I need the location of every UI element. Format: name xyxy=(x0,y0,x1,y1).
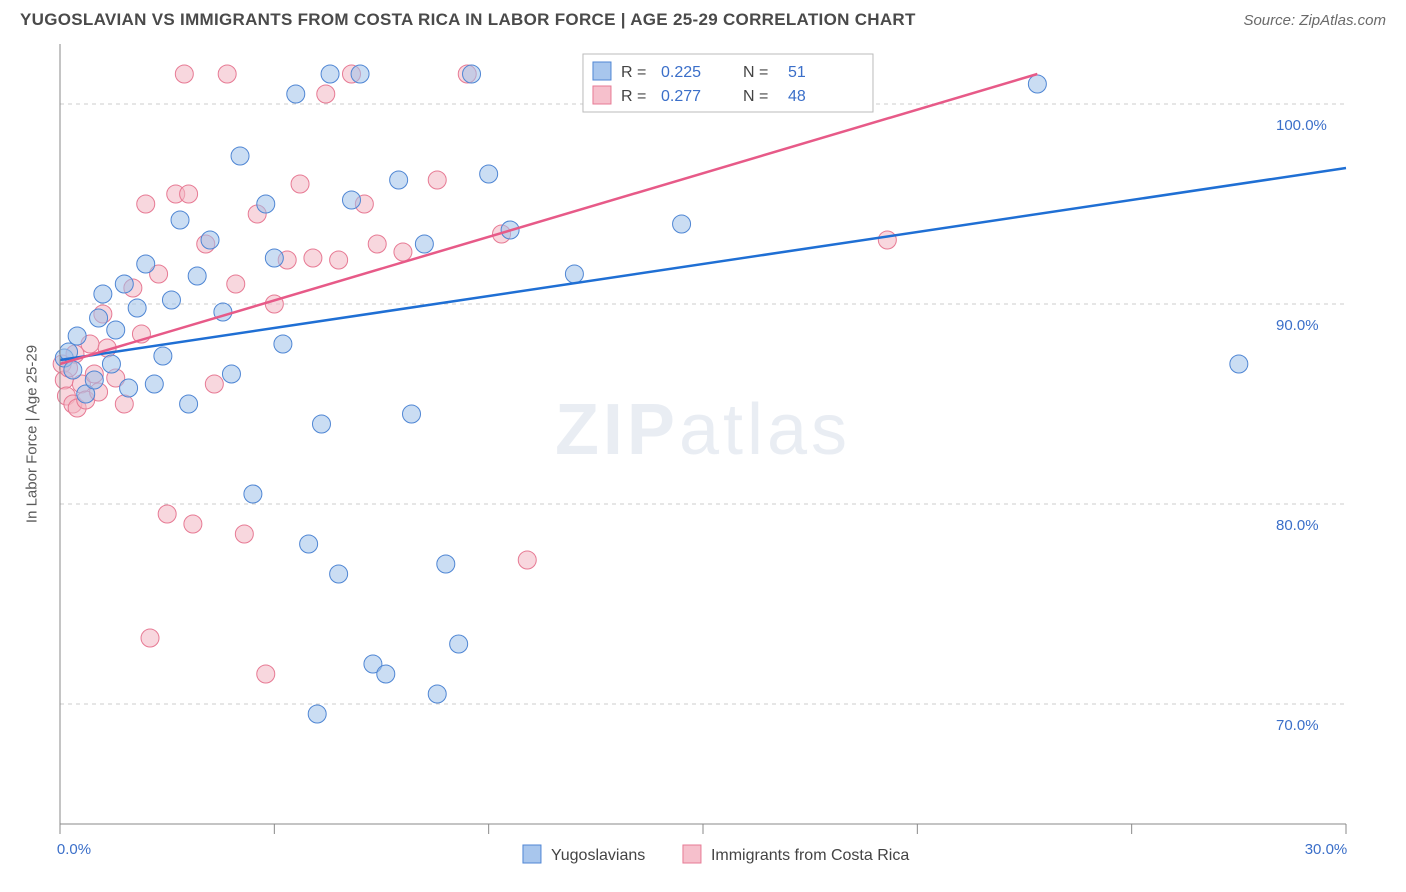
trend-line-blue xyxy=(60,168,1346,360)
chart-source: Source: ZipAtlas.com xyxy=(1243,12,1386,29)
data-point-pink xyxy=(428,171,446,189)
legend-n-label: N = xyxy=(743,64,768,81)
trend-line-pink xyxy=(60,74,1037,364)
data-point-blue xyxy=(231,147,249,165)
data-point-blue xyxy=(673,215,691,233)
data-point-blue xyxy=(463,65,481,83)
data-point-blue xyxy=(201,231,219,249)
data-point-pink xyxy=(394,243,412,261)
data-point-pink xyxy=(235,525,253,543)
data-point-pink xyxy=(218,65,236,83)
data-point-blue xyxy=(107,321,125,339)
legend-swatch-blue xyxy=(593,62,611,80)
data-point-blue xyxy=(94,285,112,303)
chart-container: In Labor Force | Age 25-29 70.0% 80.0% 90.… xyxy=(20,44,1386,892)
bottom-legend-swatch-blue xyxy=(523,845,541,863)
data-point-pink xyxy=(137,195,155,213)
watermark: ZIPatlas xyxy=(555,390,851,470)
data-point-blue xyxy=(222,365,240,383)
data-point-blue xyxy=(274,335,292,353)
legend-r-label: R = xyxy=(621,64,646,81)
data-point-pink xyxy=(180,185,198,203)
legend-r-value: 0.225 xyxy=(661,64,701,81)
correlation-chart: 70.0% 80.0% 90.0% 100.0% ZIPatlas 0.0% 30.0% R … xyxy=(20,44,1386,892)
data-point-blue xyxy=(244,485,262,503)
data-point-pink xyxy=(368,235,386,253)
data-point-pink xyxy=(227,275,245,293)
data-point-blue xyxy=(480,165,498,183)
y-tick-label: 70.0% xyxy=(1276,717,1319,734)
data-point-blue xyxy=(257,195,275,213)
data-point-blue xyxy=(403,405,421,423)
legend-n-value: 51 xyxy=(788,64,806,81)
data-point-blue xyxy=(85,371,103,389)
data-point-pink xyxy=(317,85,335,103)
data-point-blue xyxy=(437,555,455,573)
data-point-pink xyxy=(205,375,223,393)
data-point-blue xyxy=(120,379,138,397)
data-point-blue xyxy=(188,267,206,285)
y-tick-label: 90.0% xyxy=(1276,317,1319,334)
legend-r-label: R = xyxy=(621,88,646,105)
data-point-blue xyxy=(265,249,283,267)
y-tick-label: 100.0% xyxy=(1276,117,1327,134)
legend-r-value: 0.277 xyxy=(661,88,701,105)
data-point-blue xyxy=(377,665,395,683)
data-point-pink xyxy=(518,551,536,569)
data-point-blue xyxy=(428,685,446,703)
data-point-pink xyxy=(291,175,309,193)
data-point-blue xyxy=(390,171,408,189)
y-tick-label: 80.0% xyxy=(1276,517,1319,534)
data-point-blue xyxy=(330,565,348,583)
data-point-blue xyxy=(171,211,189,229)
data-point-blue xyxy=(342,191,360,209)
data-point-blue xyxy=(162,291,180,309)
data-point-blue xyxy=(64,361,82,379)
legend-swatch-pink xyxy=(593,86,611,104)
data-point-blue xyxy=(137,255,155,273)
y-axis-label: In Labor Force | Age 25-29 xyxy=(24,345,41,523)
data-point-blue xyxy=(154,347,172,365)
chart-header: YUGOSLAVIAN VS IMMIGRANTS FROM COSTA RIC… xyxy=(0,0,1406,36)
bottom-legend-label-pink: Immigrants from Costa Rica xyxy=(711,847,909,864)
x-tick-label: 0.0% xyxy=(57,841,91,858)
data-point-blue xyxy=(145,375,163,393)
data-point-pink xyxy=(175,65,193,83)
data-point-pink xyxy=(257,665,275,683)
data-point-blue xyxy=(312,415,330,433)
data-point-blue xyxy=(321,65,339,83)
x-tick-label: 30.0% xyxy=(1305,841,1348,858)
data-point-blue xyxy=(1028,75,1046,93)
data-point-blue xyxy=(128,299,146,317)
data-point-pink xyxy=(141,629,159,647)
data-point-pink xyxy=(115,395,133,413)
data-point-blue xyxy=(68,327,86,345)
bottom-legend-label-blue: Yugoslavians xyxy=(551,847,645,864)
data-point-blue xyxy=(308,705,326,723)
data-point-blue xyxy=(90,309,108,327)
data-point-pink xyxy=(158,505,176,523)
data-point-blue xyxy=(565,265,583,283)
data-point-blue xyxy=(180,395,198,413)
data-point-pink xyxy=(878,231,896,249)
data-point-blue xyxy=(287,85,305,103)
data-point-blue xyxy=(450,635,468,653)
data-point-blue xyxy=(351,65,369,83)
chart-title: YUGOSLAVIAN VS IMMIGRANTS FROM COSTA RIC… xyxy=(20,10,916,30)
data-point-pink xyxy=(330,251,348,269)
data-point-blue xyxy=(415,235,433,253)
data-point-blue xyxy=(115,275,133,293)
bottom-legend-swatch-pink xyxy=(683,845,701,863)
data-point-blue xyxy=(102,355,120,373)
legend-n-value: 48 xyxy=(788,88,806,105)
legend-n-label: N = xyxy=(743,88,768,105)
data-point-blue xyxy=(1230,355,1248,373)
data-point-blue xyxy=(300,535,318,553)
data-point-pink xyxy=(184,515,202,533)
data-point-pink xyxy=(304,249,322,267)
